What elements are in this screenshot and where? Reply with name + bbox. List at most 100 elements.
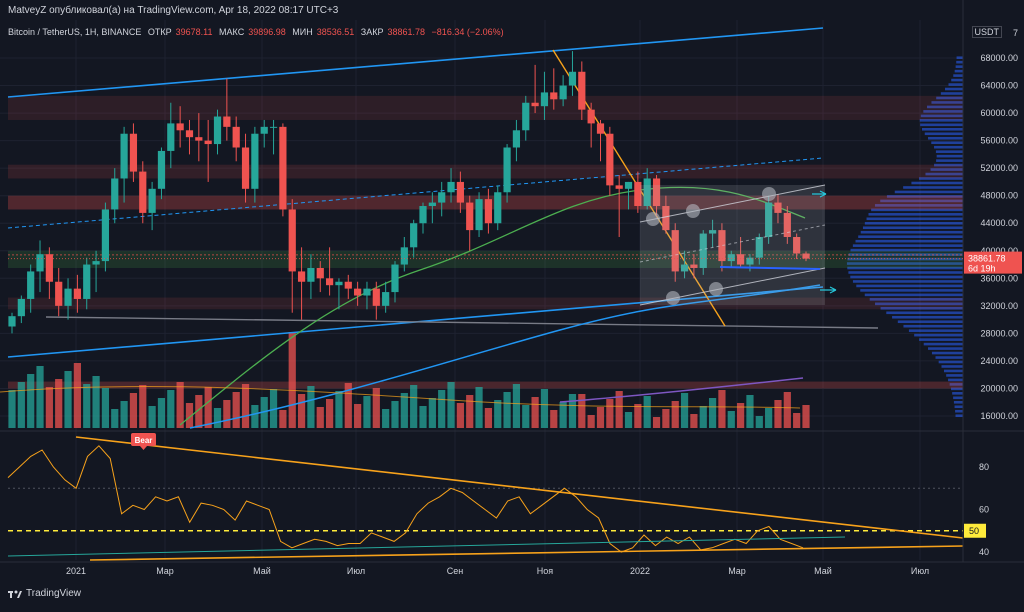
volume-bar — [671, 401, 679, 428]
time-tick-label: Июл — [911, 566, 929, 576]
price-tick-label: 56000.00 — [980, 136, 1018, 146]
open-label: ОТКР — [147, 27, 172, 37]
candle-body — [382, 292, 390, 306]
volume-bar — [793, 413, 801, 428]
time-tick-label: Ноя — [537, 566, 554, 576]
candles — [8, 51, 810, 334]
candle-body — [690, 264, 698, 268]
rsi-resistance-line — [75, 436, 964, 539]
profile-bar — [948, 378, 963, 382]
candle-body — [297, 271, 306, 282]
profile-bar — [908, 329, 963, 332]
volume-bar — [363, 396, 371, 428]
profile-bar — [936, 96, 963, 100]
profile-bar — [941, 365, 963, 368]
volume-bar — [316, 407, 324, 428]
candle-body — [428, 202, 436, 207]
close-label: ЗАКР — [360, 27, 384, 37]
profile-bar — [953, 74, 963, 77]
profile-bar — [928, 347, 963, 350]
candle-body — [765, 202, 773, 237]
profile-bar — [871, 208, 963, 212]
candle-body — [624, 181, 633, 189]
profile-bar — [866, 217, 963, 221]
volume-bar — [73, 363, 81, 428]
oscillator-pane: Bear — [7, 433, 986, 561]
currency-badge[interactable]: USDT — [971, 26, 1002, 38]
last-price-label: 38861.78 — [968, 254, 1006, 264]
candle-body — [45, 254, 53, 282]
profile-bar — [848, 271, 963, 274]
volume-bar — [92, 376, 100, 428]
price-tick-label: 68000.00 — [980, 53, 1018, 63]
close-value: 38861.78 — [387, 27, 426, 37]
price-zone-band — [8, 297, 963, 310]
volume-bar — [419, 406, 427, 428]
price-tick-label: 16000.00 — [980, 411, 1018, 421]
candle-body — [148, 188, 156, 213]
volume-bar — [223, 400, 231, 428]
profile-bar — [946, 374, 963, 377]
tradingview-logo-icon — [8, 590, 22, 598]
high-label: МАКС — [219, 27, 245, 37]
candle-body — [522, 102, 530, 131]
candle-body — [559, 85, 567, 100]
ma-purple-line — [559, 377, 804, 403]
profile-bar — [926, 105, 963, 109]
right-arrow-icon — [812, 190, 827, 198]
profile-bar — [936, 154, 963, 158]
volume-bar — [484, 408, 492, 428]
volume-bar — [512, 384, 521, 428]
profile-bar — [923, 110, 963, 113]
candle-body — [568, 71, 577, 86]
candle-body — [447, 181, 455, 193]
volume-bar — [111, 409, 119, 428]
volume-bar — [176, 382, 184, 428]
candle-body — [746, 257, 754, 265]
profile-bar — [955, 409, 963, 413]
price-tick-label: 60000.00 — [980, 108, 1018, 118]
candle-body — [176, 123, 184, 131]
volume-bar — [699, 406, 707, 428]
candle-body — [73, 288, 81, 299]
volume-bar — [185, 403, 194, 428]
candle-body — [316, 267, 324, 279]
candle-body — [279, 126, 287, 210]
volume-bar — [746, 395, 754, 428]
profile-bar — [923, 342, 963, 346]
profile-bar — [886, 195, 963, 198]
time-tick-label: Мар — [156, 566, 174, 576]
candle-body — [335, 281, 343, 286]
volume-bar — [606, 399, 614, 428]
volume-bar — [354, 404, 362, 428]
volume-bar — [120, 401, 128, 428]
profile-bar — [956, 56, 963, 59]
price-tick-label: 32000.00 — [980, 301, 1018, 311]
candle-body — [157, 150, 166, 189]
price-zone-band — [8, 95, 963, 120]
candle-body — [662, 206, 670, 231]
profile-bar — [954, 405, 963, 409]
price-tick-label: 40000.00 — [980, 246, 1018, 256]
volume-bar — [783, 392, 791, 428]
volume-bar — [802, 405, 810, 428]
profile-bar — [860, 289, 963, 292]
volume-bar — [634, 404, 642, 428]
profile-bar — [864, 293, 963, 297]
candle-body — [531, 102, 539, 107]
author-line: MatveyZ опубликовал(а) на TradingView.co… — [8, 5, 339, 16]
last-price-marker — [964, 251, 1022, 274]
volume-bar — [447, 382, 455, 428]
price-tick-label: 24000.00 — [980, 356, 1018, 366]
profile-bar — [953, 400, 963, 404]
volume-bar — [494, 400, 502, 428]
volume-bar — [17, 382, 25, 428]
volume-bar — [737, 403, 745, 428]
volume-bar — [652, 417, 661, 428]
rsi-support-line — [89, 545, 964, 561]
volume-bar — [466, 395, 474, 428]
volume-bar — [83, 384, 91, 428]
volume-bar — [36, 366, 44, 428]
candle-body — [223, 116, 231, 127]
